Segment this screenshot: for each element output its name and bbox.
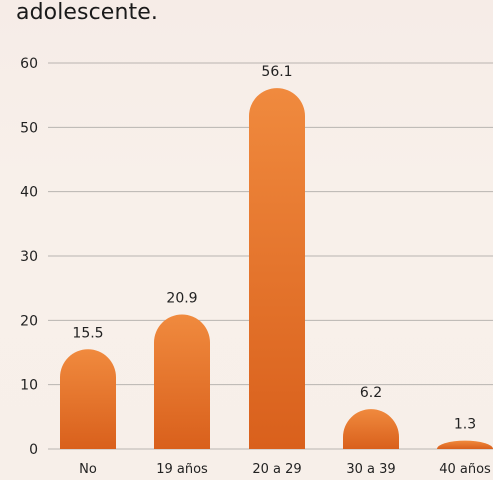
x-label-1: No <box>79 462 97 477</box>
y-tick-label: 20 <box>20 313 38 329</box>
x-label-4: 30 a 39 <box>346 462 395 477</box>
data-labels: 15.5 20.9 56.1 6.2 1.3 <box>72 64 476 433</box>
x-label-2: 19 años <box>156 462 208 477</box>
bar-5 <box>437 440 493 449</box>
y-tick-label: 10 <box>20 378 38 394</box>
bar-2 <box>154 314 210 449</box>
chart-title: adolescente. <box>16 0 158 25</box>
y-tick-label: 0 <box>29 442 38 458</box>
x-axis-labels: No 19 años 20 a 29 30 a 39 40 años <box>79 462 491 477</box>
bar-1 <box>60 349 117 449</box>
data-label-3: 56.1 <box>261 64 292 80</box>
y-tick-label: 40 <box>20 185 38 201</box>
y-tick-label: 30 <box>20 249 38 265</box>
y-tick-label: 50 <box>20 120 38 136</box>
bar-3 <box>249 88 305 449</box>
data-label-2: 20.9 <box>166 291 197 307</box>
y-tick-label: 60 <box>20 56 38 72</box>
x-label-3: 20 a 29 <box>252 462 301 477</box>
data-label-1: 15.5 <box>72 325 103 341</box>
data-label-4: 6.2 <box>360 385 382 401</box>
y-axis-ticks: 0 10 20 30 40 50 60 <box>20 56 38 458</box>
x-label-5: 40 años <box>439 462 491 477</box>
data-label-5: 1.3 <box>454 417 476 433</box>
bars <box>60 88 493 449</box>
bar-4 <box>343 409 399 449</box>
